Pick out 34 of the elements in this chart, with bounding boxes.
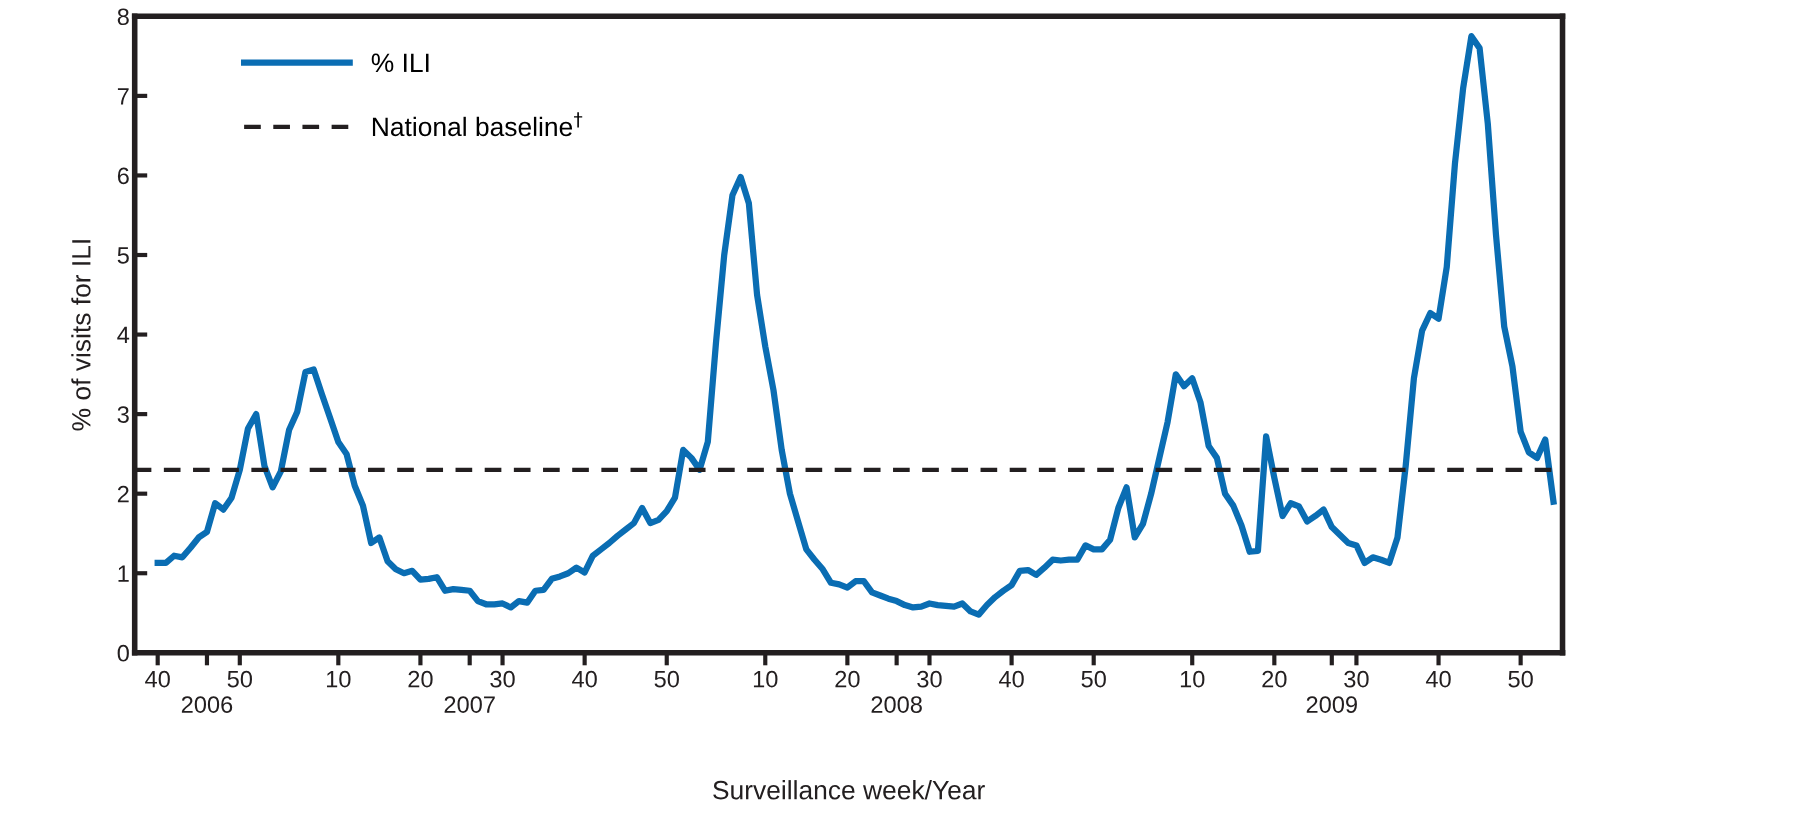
x-tick-label: 2006 xyxy=(181,696,233,713)
x-tick-label: 50 xyxy=(654,670,679,688)
x-tick-label: 50 xyxy=(227,670,252,688)
x-tick-label: 10 xyxy=(1180,670,1205,688)
y-tick-label: 1 xyxy=(118,565,129,582)
x-tick-label: 10 xyxy=(753,670,778,688)
y-tick-label: 4 xyxy=(117,326,130,344)
legend-label: % ILI xyxy=(371,53,429,73)
x-tick-label: 10 xyxy=(326,670,351,688)
y-tick-label: 5 xyxy=(117,247,129,264)
x-tick-label: 30 xyxy=(1344,670,1369,688)
y-tick-label: 2 xyxy=(117,485,129,503)
x-axis-title: Surveillance week/Year xyxy=(713,780,985,800)
y-tick-label: 7 xyxy=(117,88,129,105)
x-tick-label: 40 xyxy=(999,670,1024,688)
x-tick-label: 30 xyxy=(917,670,942,688)
x-tick-label: 30 xyxy=(490,670,515,688)
x-tick-label: 50 xyxy=(1081,670,1106,688)
x-tick-label: 2007 xyxy=(444,696,495,713)
legend-label: National baseline$^{†}$ xyxy=(372,112,583,137)
x-tick-label: 40 xyxy=(1425,670,1451,688)
x-tick-label: 20 xyxy=(1262,670,1287,688)
x-tick-label: 40 xyxy=(572,670,597,688)
x-tick-label: 20 xyxy=(835,670,860,688)
x-tick-label: 2008 xyxy=(871,696,922,713)
y-axis-title: % of visits for ILI xyxy=(71,240,91,431)
y-tick-label: 3 xyxy=(117,406,129,423)
x-tick-label: 50 xyxy=(1508,670,1533,688)
y-tick-label: 8 xyxy=(117,8,129,26)
x-tick-label: 40 xyxy=(145,670,170,688)
x-tick-label: 20 xyxy=(408,670,433,688)
y-tick-label: 0 xyxy=(117,644,129,662)
x-tick-label: 2009 xyxy=(1306,696,1357,713)
y-tick-label: 6 xyxy=(117,167,129,185)
